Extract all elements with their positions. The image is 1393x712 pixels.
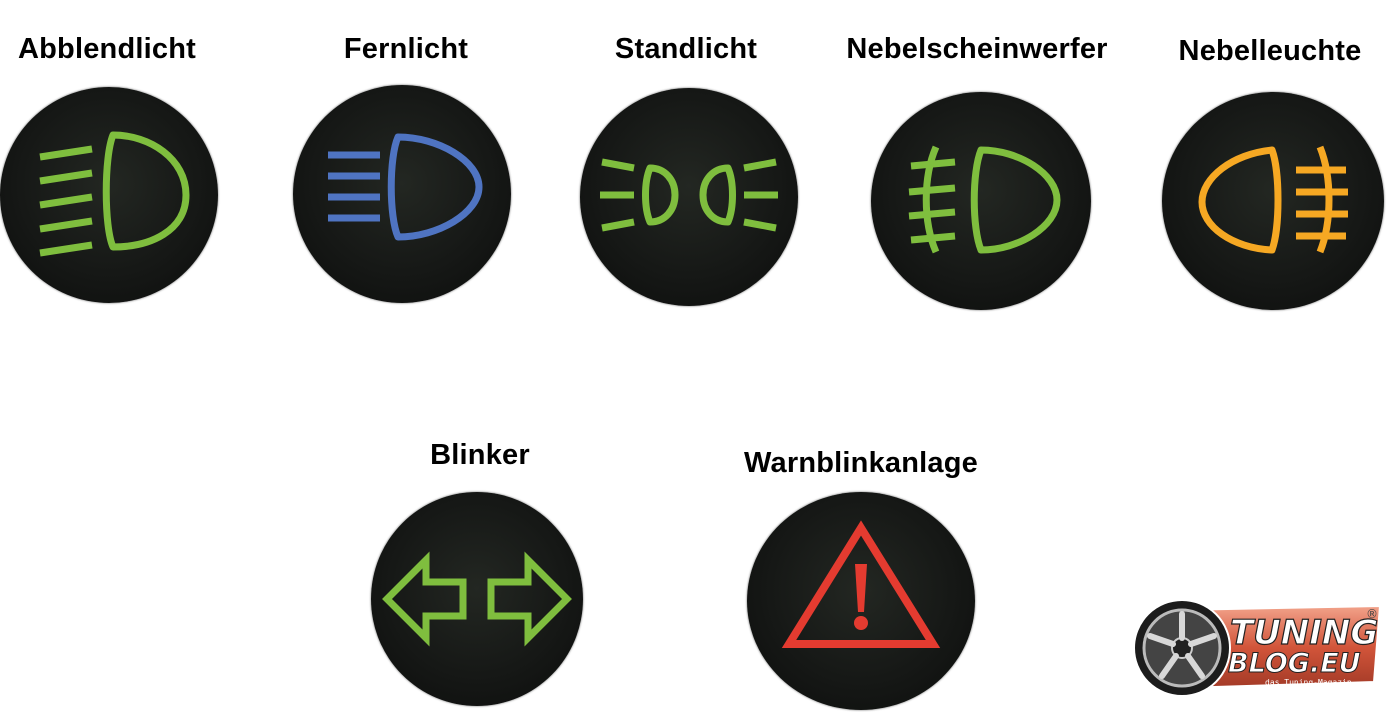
- wheel-icon: [1133, 599, 1231, 697]
- front-fog-light-icon: [908, 145, 1061, 254]
- hazard-warning-icon: [781, 520, 941, 648]
- logo-brand-bottom: BLOG.EU: [1228, 648, 1361, 679]
- low-beam-icon: [39, 131, 190, 257]
- lamp-blinker: [371, 492, 583, 706]
- lamp-label-warnblinkanlage: Warnblinkanlage: [744, 447, 978, 479]
- lamp-nebelleuchte: [1162, 92, 1384, 310]
- high-beam-icon: [328, 133, 483, 241]
- logo-tagline: das Tuning-Magazin: [1265, 678, 1352, 687]
- lamp-label-fernlicht: Fernlicht: [343, 33, 469, 65]
- lamp-label-nebelleuchte: Nebelleuchte: [1178, 35, 1362, 67]
- logo-brand-top: TUNING: [1230, 613, 1378, 653]
- turn-signal-icon: [382, 551, 572, 647]
- parking-light-icon: [600, 158, 778, 232]
- lamp-label-standlicht: Standlicht: [614, 33, 758, 65]
- lamp-fernlicht: [293, 85, 511, 303]
- lamp-label-blinker: Blinker: [430, 439, 530, 471]
- rear-fog-light-icon: [1198, 145, 1348, 254]
- lamp-label-abblendlicht: Abblendlicht: [17, 33, 197, 65]
- lamp-label-nebelscheinwerfer: Nebelscheinwerfer: [846, 33, 1108, 65]
- lamp-standlicht: [580, 88, 798, 306]
- lamp-nebelscheinwerfer: [871, 92, 1091, 310]
- lamp-abblendlicht: [0, 87, 218, 303]
- registered-mark: ®: [1366, 607, 1378, 621]
- tuning-blog-logo: TUNING BLOG.EU das Tuning-Magazin ®: [1130, 596, 1390, 706]
- lamp-warnblinkanlage: [747, 492, 975, 710]
